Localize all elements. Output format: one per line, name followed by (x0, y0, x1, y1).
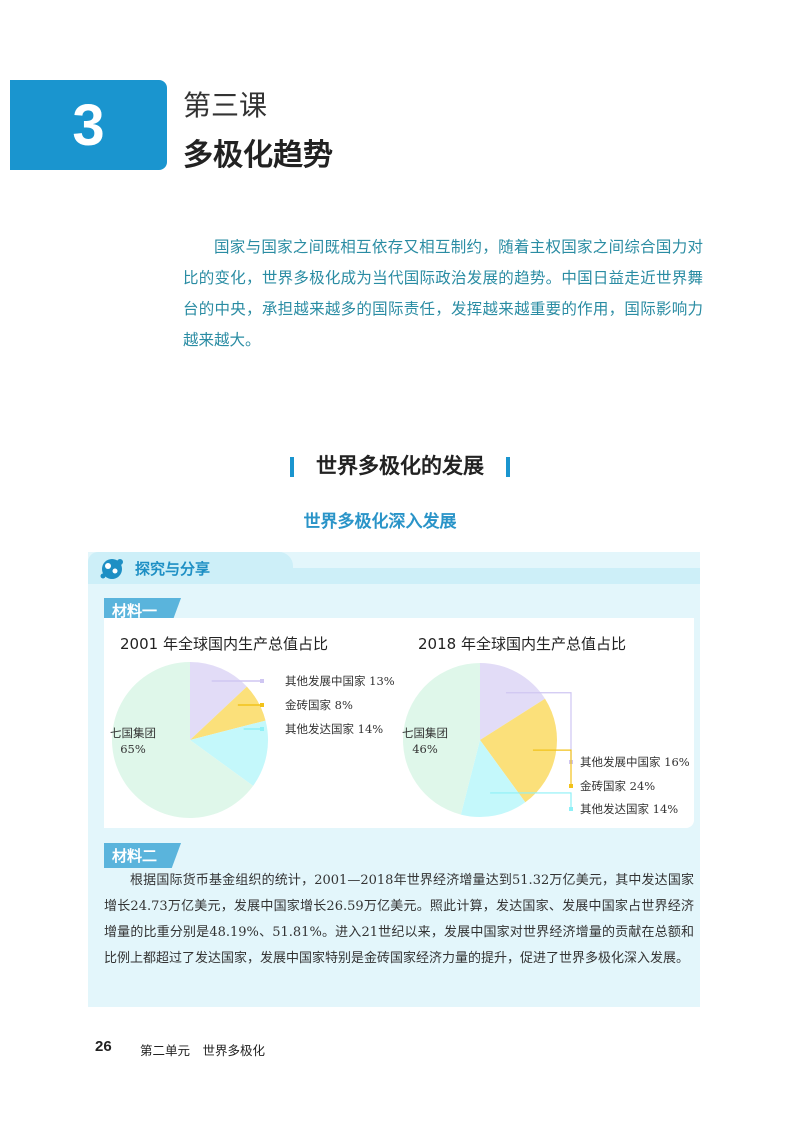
heading-bar-right (506, 457, 510, 477)
slice-label: 金砖国家 24% (580, 779, 655, 793)
legend-marker (260, 703, 264, 707)
lesson-number-badge: 3 (10, 80, 167, 170)
leader-line (532, 749, 572, 786)
heading-bar-left (290, 457, 294, 477)
leader-line (490, 792, 572, 809)
legend-marker (260, 679, 264, 683)
intro-paragraph: 国家与国家之间既相互依存又相互制约，随着主权国家之间综合国力对比的变化，世界多极… (183, 238, 703, 349)
pie-slice (460, 740, 526, 817)
chart2-title: 2018 年全球国内生产总值占比 (418, 635, 626, 653)
pie-slice (111, 662, 254, 819)
legend-marker (569, 784, 573, 788)
subsection-title: 世界多极化深入发展 (303, 512, 457, 532)
page-number: 26 (95, 1038, 112, 1055)
molecule-icon (100, 559, 123, 579)
slice-percent: 46% (412, 742, 438, 756)
section-title: 世界多极化的发展 (316, 454, 484, 478)
pie-slice (403, 662, 480, 815)
slice-label: 金砖国家 8% (285, 698, 353, 712)
chart1-title: 2001 年全球国内生产总值占比 (120, 635, 328, 653)
pie-slice (190, 686, 266, 740)
explore-label: 探究与分享 (135, 560, 211, 578)
pie-slice (190, 720, 268, 786)
leader-line (505, 692, 572, 762)
slice-label: 七国集团 (110, 726, 156, 740)
slice-percent: 65% (120, 742, 146, 756)
lesson-label: 第三课 (183, 89, 268, 122)
material2-text: 根据国际货币基金组织的统计，2001—2018年世界经济增量达到51.32万亿美… (104, 873, 694, 966)
slice-label: 七国集团 (402, 726, 448, 740)
slice-label: 其他发展中国家 16% (580, 755, 690, 769)
slice-label: 其他发展中国家 13% (285, 674, 395, 688)
pie-slice (480, 663, 546, 740)
slice-label: 其他发达国家 14% (580, 802, 678, 816)
material2-tag: 材料二 (104, 843, 182, 868)
pie-slice (480, 698, 557, 803)
section-heading: 世界多极化的发展 (0, 450, 800, 480)
legend-marker (569, 807, 573, 811)
lesson-title: 多极化趋势 (183, 138, 333, 173)
slice-label: 其他发达国家 14% (285, 722, 383, 736)
explore-header-tab (88, 552, 293, 584)
unit-title: 第二单元 世界多极化 (140, 1043, 266, 1058)
legend-marker (260, 727, 264, 731)
